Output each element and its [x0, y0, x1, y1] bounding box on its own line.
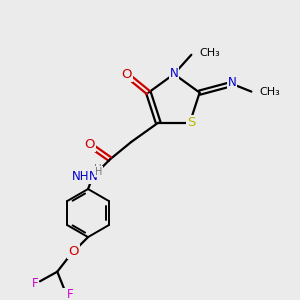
Text: NH: NH [71, 170, 89, 183]
Text: O: O [85, 138, 95, 151]
Text: N: N [88, 170, 97, 183]
Text: O: O [68, 245, 79, 258]
Text: H: H [95, 167, 102, 177]
Text: N: N [170, 67, 178, 80]
Text: O: O [121, 68, 132, 81]
Text: H: H [94, 164, 101, 174]
Text: CH₃: CH₃ [199, 48, 220, 58]
Text: N: N [228, 76, 236, 89]
Text: S: S [187, 116, 195, 129]
Text: F: F [67, 288, 73, 300]
Text: F: F [32, 277, 38, 290]
Text: CH₃: CH₃ [259, 87, 280, 97]
